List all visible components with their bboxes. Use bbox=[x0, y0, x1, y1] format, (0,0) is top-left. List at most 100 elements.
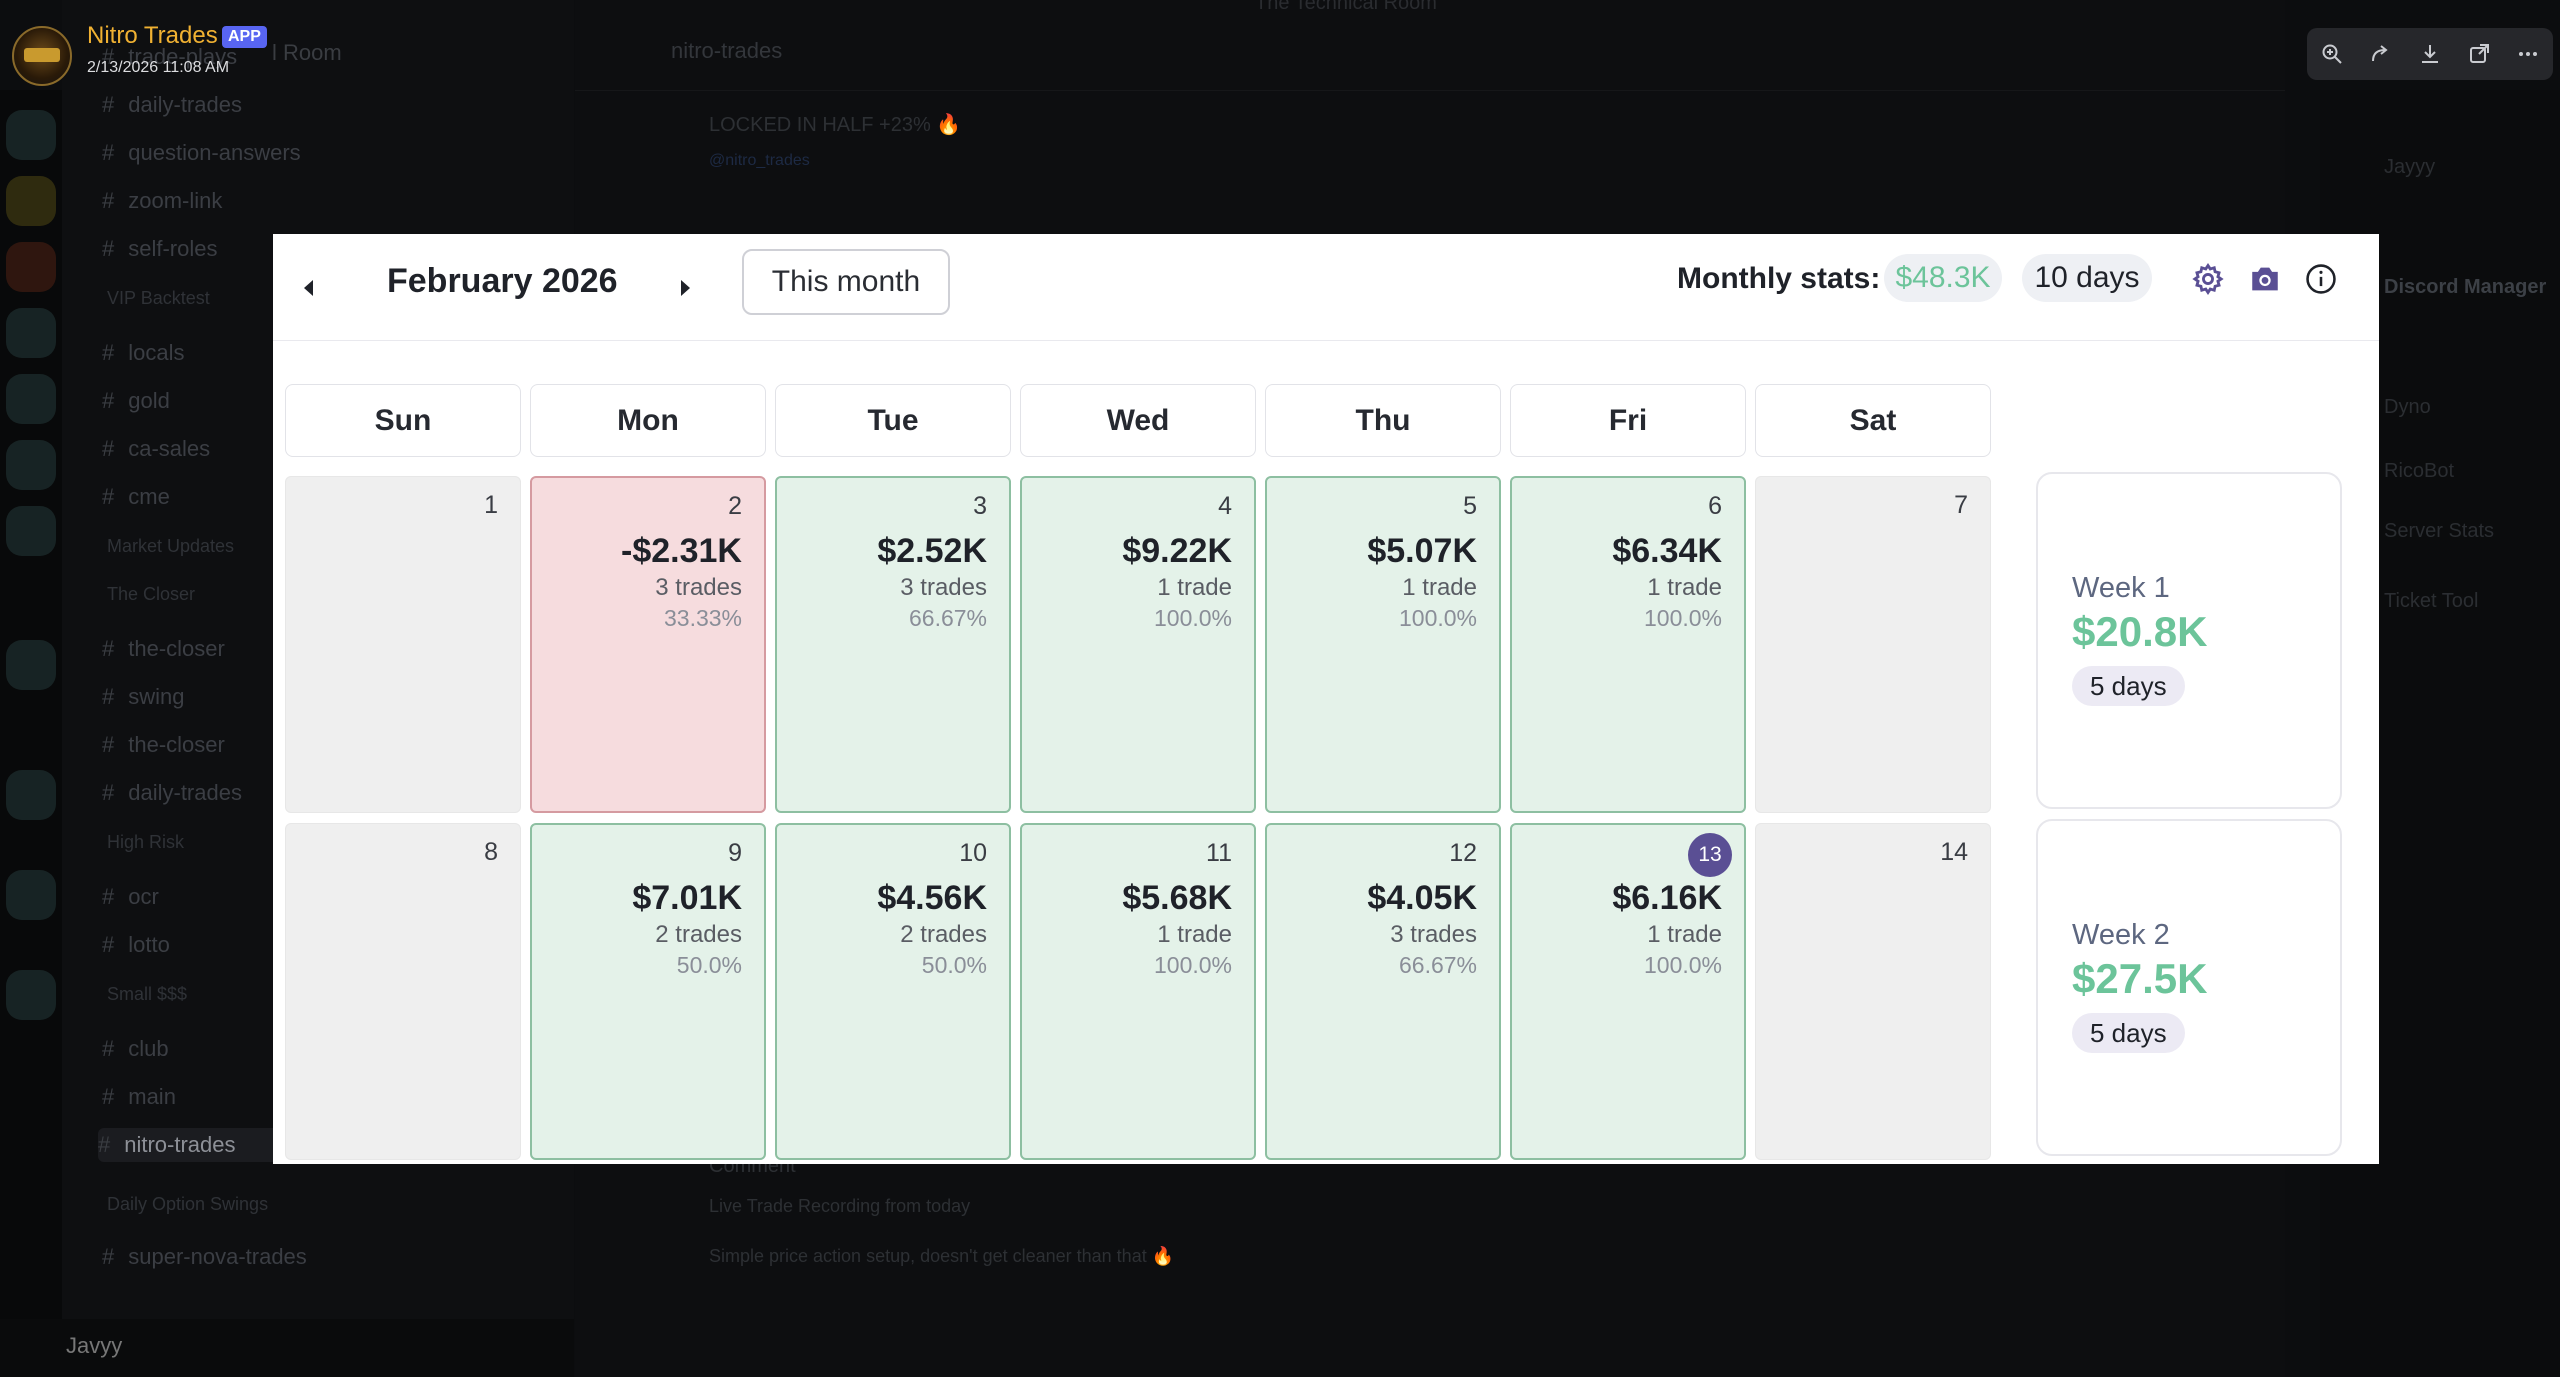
monthly-pnl-chip: $48.3K bbox=[1884, 254, 2002, 302]
channel-item[interactable]: # the-closer bbox=[102, 632, 572, 666]
camera-icon[interactable] bbox=[2245, 259, 2285, 299]
channel-item[interactable]: # locals bbox=[102, 336, 572, 370]
channel-item[interactable]: # lotto bbox=[102, 928, 572, 962]
week-days-badge: 5 days bbox=[2072, 666, 2185, 706]
hash-icon: # bbox=[102, 484, 115, 509]
day-cell[interactable]: 2 -$2.31K 3 trades 33.33% bbox=[530, 476, 766, 813]
day-cell[interactable]: 4 $9.22K 1 trade 100.0% bbox=[1020, 476, 1256, 813]
channel-category[interactable]: Market Updates bbox=[107, 536, 234, 557]
channel-label: lotto bbox=[128, 932, 170, 957]
day-win-rate: 66.67% bbox=[908, 605, 987, 631]
member-name[interactable]: RicoBot bbox=[2384, 460, 2455, 482]
channel-label: main bbox=[128, 1084, 176, 1109]
author-avatar[interactable] bbox=[12, 26, 72, 86]
weekday-header: Thu bbox=[1265, 384, 1501, 457]
day-cell[interactable]: 11 $5.68K 1 trade 100.0% bbox=[1020, 823, 1256, 1160]
server-icon[interactable] bbox=[6, 506, 56, 556]
server-icon[interactable] bbox=[6, 110, 56, 160]
caret-left-icon bbox=[304, 280, 313, 296]
day-cell[interactable]: 7 bbox=[1755, 476, 1991, 813]
day-win-rate: 50.0% bbox=[676, 952, 742, 978]
channel-label: cme bbox=[128, 484, 170, 509]
chat-handle[interactable]: @nitro_trades bbox=[709, 152, 810, 169]
chat-top-text: The Technical Room bbox=[1255, 0, 1437, 14]
server-icon[interactable] bbox=[6, 176, 56, 226]
day-number: 5 bbox=[1463, 492, 1477, 520]
channel-item[interactable]: # ca-sales bbox=[102, 432, 572, 466]
author-name[interactable]: Nitro Trades bbox=[87, 22, 218, 49]
hash-icon: # bbox=[102, 780, 115, 805]
day-trade-count: 3 trades bbox=[655, 574, 742, 601]
channel-category[interactable]: Daily Option Swings bbox=[107, 1194, 268, 1215]
prev-month-button[interactable] bbox=[293, 268, 323, 308]
channel-item[interactable]: # cme bbox=[102, 480, 572, 514]
channel-item[interactable]: # super-nova-trades bbox=[102, 1240, 572, 1274]
hash-icon: # bbox=[102, 436, 115, 461]
channel-item[interactable]: # the-closer bbox=[102, 728, 572, 762]
calendar-header: February 2026 This month Monthly stats: … bbox=[273, 234, 2379, 341]
day-cell[interactable]: 1 bbox=[285, 476, 521, 813]
day-number: 7 bbox=[1954, 491, 1968, 519]
member-name[interactable]: Ticket Tool bbox=[2384, 590, 2479, 612]
server-icon[interactable] bbox=[6, 374, 56, 424]
day-pnl: $4.56K bbox=[877, 879, 987, 917]
username[interactable]: Javyy bbox=[66, 1333, 123, 1358]
info-icon[interactable] bbox=[2301, 259, 2341, 299]
channel-item[interactable]: # swing bbox=[102, 680, 572, 714]
day-cell[interactable]: 12 $4.05K 3 trades 66.67% bbox=[1265, 823, 1501, 1160]
channel-category[interactable]: VIP Backtest bbox=[107, 288, 210, 309]
server-icon[interactable] bbox=[6, 970, 56, 1020]
day-cell[interactable]: 13 $6.16K 1 trade 100.0% bbox=[1510, 823, 1746, 1160]
member-name[interactable]: Jayyy bbox=[2384, 156, 2436, 178]
day-cell[interactable]: 6 $6.34K 1 trade 100.0% bbox=[1510, 476, 1746, 813]
channel-category[interactable]: The Closer bbox=[107, 584, 195, 605]
channel-item[interactable]: # ocr bbox=[102, 880, 572, 914]
channel-item[interactable]: # trade-plays bbox=[102, 40, 572, 74]
open-external-icon[interactable] bbox=[2461, 36, 2497, 72]
day-number: 6 bbox=[1708, 492, 1722, 520]
server-icon[interactable] bbox=[6, 308, 56, 358]
server-icon[interactable] bbox=[6, 640, 56, 690]
server-icon[interactable] bbox=[6, 870, 56, 920]
day-cell[interactable]: 14 bbox=[1755, 823, 1991, 1160]
settings-icon[interactable] bbox=[2188, 259, 2228, 299]
day-cell[interactable]: 8 bbox=[285, 823, 521, 1160]
day-cell[interactable]: 5 $5.07K 1 trade 100.0% bbox=[1265, 476, 1501, 813]
channel-label: the-closer bbox=[128, 732, 225, 757]
member-name[interactable]: Server Stats bbox=[2384, 520, 2495, 542]
more-icon[interactable] bbox=[2510, 36, 2546, 72]
next-month-button[interactable] bbox=[671, 268, 701, 308]
channel-category[interactable]: High Risk bbox=[107, 832, 184, 853]
channel-label: self-roles bbox=[128, 236, 218, 261]
channel-item[interactable]: # daily-trades bbox=[102, 776, 572, 810]
channel-label: Daily Option Swings bbox=[107, 1194, 269, 1214]
download-icon[interactable] bbox=[2412, 36, 2448, 72]
channel-item[interactable]: # daily-trades bbox=[102, 88, 572, 122]
day-cell[interactable]: 9 $7.01K 2 trades 50.0% bbox=[530, 823, 766, 1160]
share-icon[interactable] bbox=[2363, 36, 2399, 72]
channel-item[interactable]: # main bbox=[102, 1080, 572, 1114]
channel-item[interactable]: # question-answers bbox=[102, 136, 572, 170]
zoom-in-icon[interactable] bbox=[2314, 36, 2350, 72]
server-icon[interactable] bbox=[6, 440, 56, 490]
channel-item[interactable]: # club bbox=[102, 1032, 572, 1066]
channel-category[interactable]: Small $$$ bbox=[107, 984, 187, 1005]
day-cell[interactable]: 3 $2.52K 3 trades 66.67% bbox=[775, 476, 1011, 813]
server-icon[interactable] bbox=[6, 242, 56, 292]
channel-label: nitro-trades bbox=[124, 1132, 236, 1157]
day-cell[interactable]: 10 $4.56K 2 trades 50.0% bbox=[775, 823, 1011, 1160]
channel-item[interactable]: # gold bbox=[102, 384, 572, 418]
server-name[interactable]: l Room bbox=[272, 40, 342, 65]
member-name[interactable]: Discord Manager bbox=[2384, 276, 2547, 298]
day-pnl: $2.52K bbox=[877, 532, 987, 570]
hash-icon: # bbox=[102, 636, 115, 661]
message-timestamp: 2/13/2026 11:08 AM bbox=[87, 59, 230, 76]
server-icon[interactable] bbox=[6, 770, 56, 820]
channel-item[interactable]: # self-roles bbox=[102, 232, 572, 266]
member-name[interactable]: Dyno bbox=[2384, 396, 2431, 418]
hash-icon: # bbox=[102, 884, 115, 909]
hash-icon: # bbox=[102, 188, 115, 213]
channel-item[interactable]: # zoom-link bbox=[102, 184, 572, 218]
this-month-button[interactable]: This month bbox=[742, 249, 950, 315]
day-number: 12 bbox=[1449, 839, 1477, 867]
